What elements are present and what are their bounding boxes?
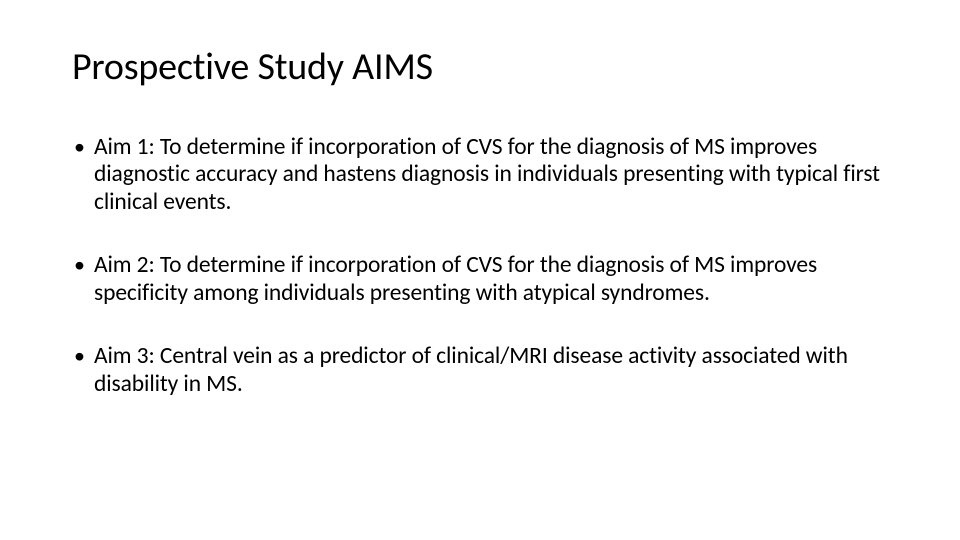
list-item: Aim 2: To determine if incorporation of … [72, 252, 888, 307]
slide-title: Prospective Study AIMS [72, 44, 888, 90]
list-item: Aim 3: Central vein as a predictor of cl… [72, 343, 888, 398]
bullet-list: Aim 1: To determine if incorporation of … [72, 134, 888, 398]
slide-container: Prospective Study AIMS Aim 1: To determi… [0, 0, 960, 540]
list-item: Aim 1: To determine if incorporation of … [72, 134, 888, 216]
